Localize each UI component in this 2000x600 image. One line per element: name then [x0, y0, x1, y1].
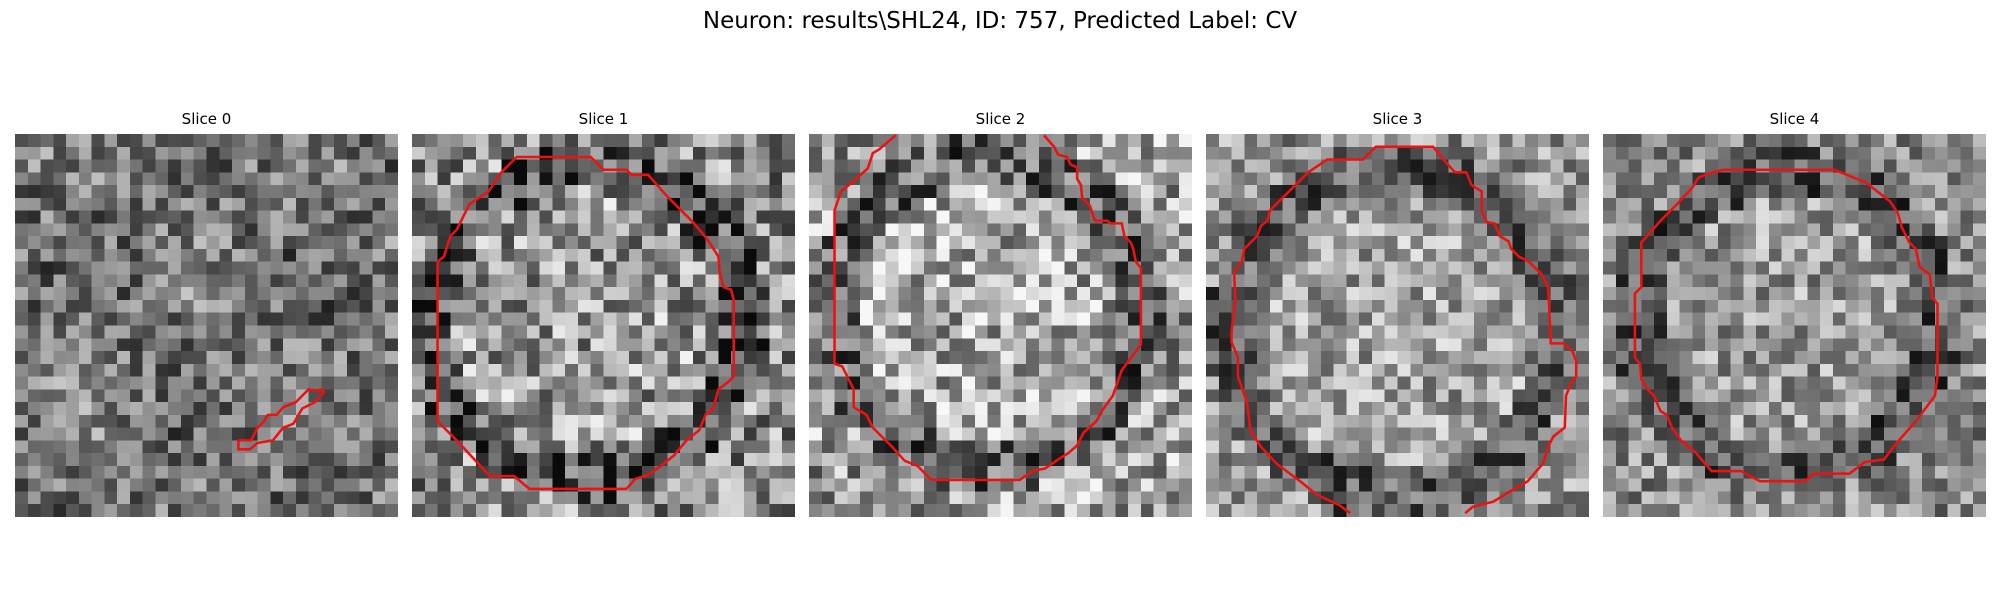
slice-image-2 [809, 134, 1192, 517]
slice-image-0 [15, 134, 398, 517]
slice-image-1 [412, 134, 795, 517]
roi-contour-0 [237, 388, 326, 451]
slice-image-4 [1603, 134, 1986, 517]
slice-image-3 [1206, 134, 1589, 517]
slice-panel-2: Slice 2 [809, 110, 1192, 517]
slice-title-3: Slice 3 [1372, 110, 1423, 128]
slice-title-1: Slice 1 [578, 110, 629, 128]
slice-panel-4: Slice 4 [1603, 110, 1986, 517]
figure-title: Neuron: results\SHL24, ID: 757, Predicte… [702, 8, 1298, 34]
roi-contour-2 [833, 134, 1143, 482]
slice-panel-1: Slice 1 [412, 110, 795, 517]
slice-title-2: Slice 2 [975, 110, 1026, 128]
roi-contour-3 [1230, 145, 1578, 515]
slice-panel-0: Slice 0 [15, 110, 398, 517]
slice-title-4: Slice 4 [1769, 110, 1820, 128]
slice-title-0: Slice 0 [181, 110, 232, 128]
slice-panel-3: Slice 3 [1206, 110, 1589, 517]
roi-contour-4 [1633, 168, 1939, 483]
roi-contour-1 [436, 155, 735, 491]
